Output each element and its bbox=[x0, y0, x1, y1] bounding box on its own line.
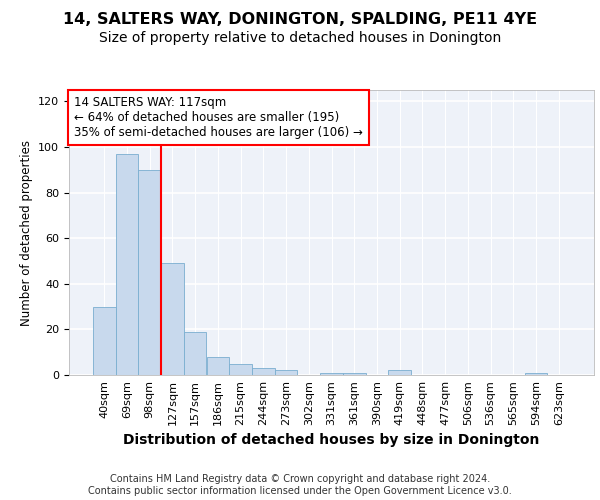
Text: 14, SALTERS WAY, DONINGTON, SPALDING, PE11 4YE: 14, SALTERS WAY, DONINGTON, SPALDING, PE… bbox=[63, 12, 537, 28]
Text: 14 SALTERS WAY: 117sqm
← 64% of detached houses are smaller (195)
35% of semi-de: 14 SALTERS WAY: 117sqm ← 64% of detached… bbox=[74, 96, 363, 138]
Text: Contains HM Land Registry data © Crown copyright and database right 2024.
Contai: Contains HM Land Registry data © Crown c… bbox=[88, 474, 512, 496]
X-axis label: Distribution of detached houses by size in Donington: Distribution of detached houses by size … bbox=[124, 434, 539, 448]
Bar bbox=[343, 372, 365, 375]
Bar bbox=[524, 372, 547, 375]
Bar bbox=[252, 368, 275, 375]
Y-axis label: Number of detached properties: Number of detached properties bbox=[20, 140, 32, 326]
Bar bbox=[116, 154, 139, 375]
Bar bbox=[229, 364, 252, 375]
Bar bbox=[206, 357, 229, 375]
Bar bbox=[184, 332, 206, 375]
Text: Size of property relative to detached houses in Donington: Size of property relative to detached ho… bbox=[99, 31, 501, 45]
Bar bbox=[139, 170, 161, 375]
Bar bbox=[320, 372, 343, 375]
Bar bbox=[275, 370, 298, 375]
Bar bbox=[93, 306, 116, 375]
Bar bbox=[161, 264, 184, 375]
Bar bbox=[388, 370, 411, 375]
